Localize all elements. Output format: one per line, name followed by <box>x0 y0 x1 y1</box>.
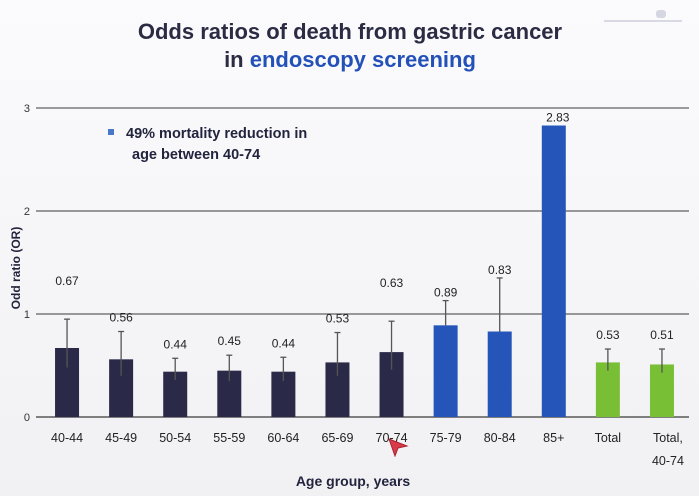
institution-logo <box>596 8 686 26</box>
y-axis-title: Odd ratio (OR) <box>9 227 23 310</box>
data-label: 0.44 <box>164 337 188 351</box>
bar <box>541 125 566 417</box>
y-tick-label: 0 <box>24 412 30 424</box>
x-tick-label: 45-49 <box>105 431 137 445</box>
data-label: 0.51 <box>650 328 674 342</box>
data-label: 0.67 <box>55 274 79 288</box>
x-tick-label: 80-84 <box>484 431 516 445</box>
logo-mark <box>656 10 666 18</box>
data-label: 0.83 <box>488 263 512 277</box>
data-label: 0.44 <box>272 336 296 350</box>
x-tick-label: Total <box>595 431 621 445</box>
x-tick-label: 65-69 <box>321 431 353 445</box>
bar <box>487 331 512 417</box>
y-tick-label: 1 <box>24 309 30 321</box>
x-tick-label: 75-79 <box>430 431 462 445</box>
data-label: 0.56 <box>109 311 133 325</box>
x-tick-label: Total, <box>653 431 683 445</box>
x-tick-label: 70-74 <box>376 431 408 445</box>
bar <box>595 362 620 417</box>
data-label: 0.45 <box>218 334 242 348</box>
data-label: 0.89 <box>434 286 458 300</box>
x-axis-title: Age group, years <box>296 473 411 489</box>
bar <box>433 325 458 417</box>
bullet-icon <box>108 129 114 136</box>
y-tick-label: 2 <box>24 206 30 218</box>
title-line-1: Odds ratios of death from gastric cancer <box>137 19 563 44</box>
data-label: 0.63 <box>380 276 404 290</box>
x-tick-label: 40-44 <box>51 431 83 445</box>
y-tick-label: 3 <box>24 103 30 115</box>
data-label: 0.53 <box>596 328 620 342</box>
data-label: 0.53 <box>326 312 350 326</box>
logo-rule <box>604 20 682 22</box>
title-line-2-prefix: in <box>224 47 250 72</box>
title-accent: endoscopy screening <box>249 47 476 72</box>
x-tick-label: 55-59 <box>213 431 245 445</box>
title-line-2: in endoscopy screening <box>90 46 610 74</box>
data-label: 2.83 <box>546 111 570 125</box>
pointer-cursor-icon <box>388 438 409 457</box>
annotation: 49% mortality reduction in age between 4… <box>108 124 388 166</box>
x-tick-label: 40-74 <box>652 454 684 468</box>
bar <box>649 364 674 417</box>
annotation-line-1: 49% mortality reduction in <box>126 126 308 142</box>
chart-title: Odds ratios of death from gastric cancer… <box>90 18 610 74</box>
annotation-line-2: age between 40-74 <box>132 147 261 163</box>
x-tick-label: 50-54 <box>159 431 191 445</box>
x-tick-label: 60-64 <box>267 431 299 445</box>
x-tick-label: 85+ <box>543 431 564 445</box>
